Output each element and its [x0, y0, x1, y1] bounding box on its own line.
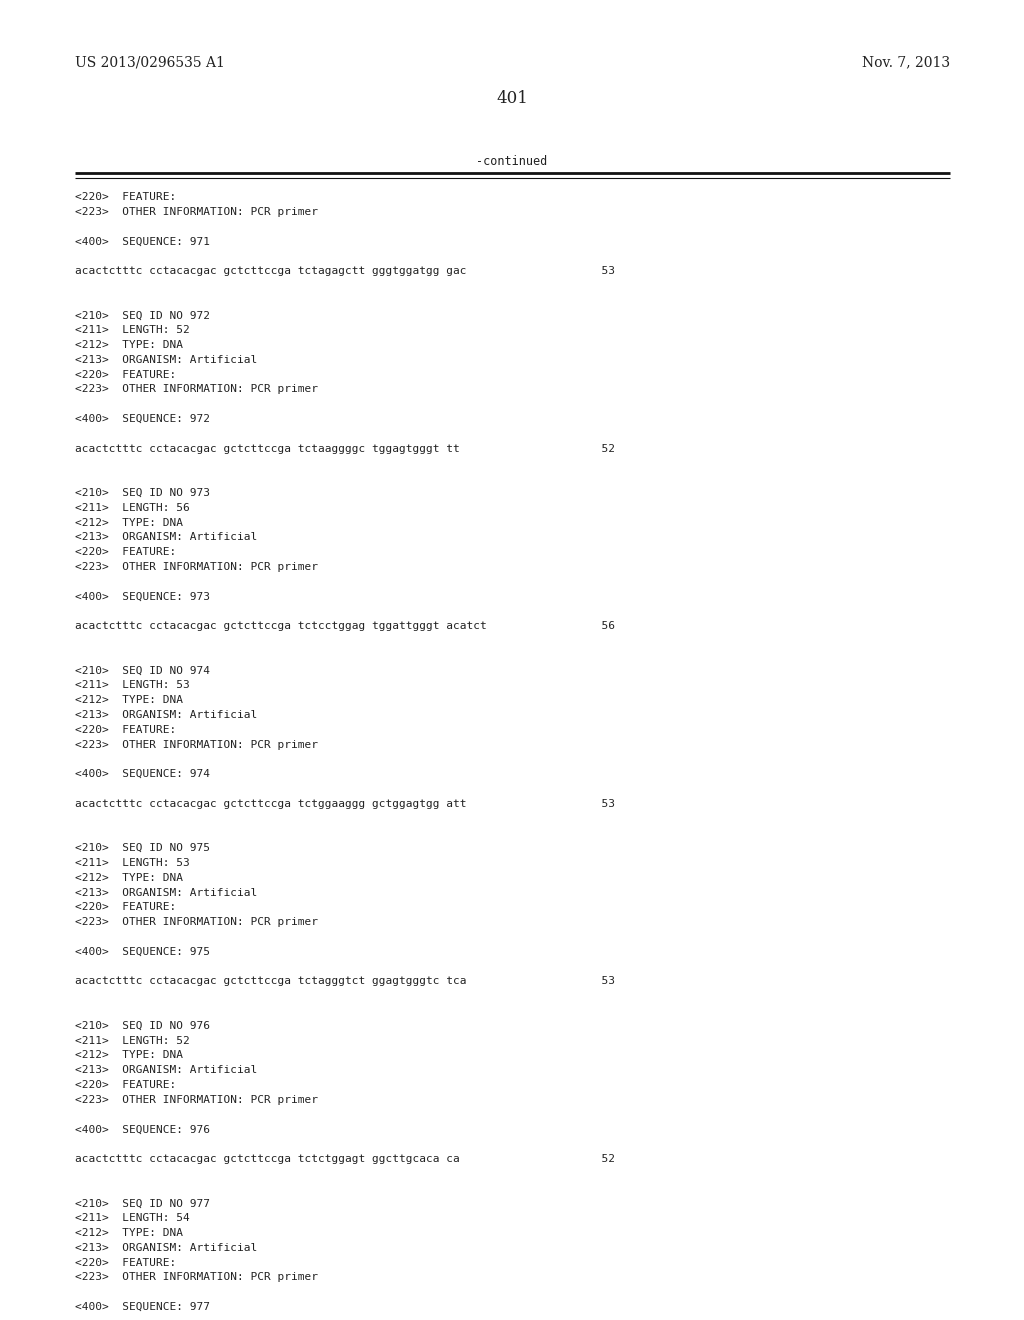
- Text: <212>  TYPE: DNA: <212> TYPE: DNA: [75, 1051, 183, 1060]
- Text: <220>  FEATURE:: <220> FEATURE:: [75, 1258, 176, 1267]
- Text: <210>  SEQ ID NO 975: <210> SEQ ID NO 975: [75, 843, 210, 853]
- Text: acactctttc cctacacgac gctcttccga tctagggtct ggagtgggtc tca                    53: acactctttc cctacacgac gctcttccga tctaggg…: [75, 977, 615, 986]
- Text: acactctttc cctacacgac gctcttccga tctggaaggg gctggagtgg att                    53: acactctttc cctacacgac gctcttccga tctggaa…: [75, 799, 615, 809]
- Text: US 2013/0296535 A1: US 2013/0296535 A1: [75, 55, 225, 69]
- Text: Nov. 7, 2013: Nov. 7, 2013: [862, 55, 950, 69]
- Text: -continued: -continued: [476, 154, 548, 168]
- Text: <210>  SEQ ID NO 976: <210> SEQ ID NO 976: [75, 1020, 210, 1031]
- Text: acactctttc cctacacgac gctcttccga tctaaggggc tggagtgggt tt                     52: acactctttc cctacacgac gctcttccga tctaagg…: [75, 444, 615, 454]
- Text: <220>  FEATURE:: <220> FEATURE:: [75, 548, 176, 557]
- Text: <213>  ORGANISM: Artificial: <213> ORGANISM: Artificial: [75, 532, 257, 543]
- Text: <400>  SEQUENCE: 976: <400> SEQUENCE: 976: [75, 1125, 210, 1134]
- Text: <212>  TYPE: DNA: <212> TYPE: DNA: [75, 1228, 183, 1238]
- Text: <223>  OTHER INFORMATION: PCR primer: <223> OTHER INFORMATION: PCR primer: [75, 917, 318, 927]
- Text: <220>  FEATURE:: <220> FEATURE:: [75, 1080, 176, 1090]
- Text: 401: 401: [496, 90, 528, 107]
- Text: <223>  OTHER INFORMATION: PCR primer: <223> OTHER INFORMATION: PCR primer: [75, 384, 318, 395]
- Text: <213>  ORGANISM: Artificial: <213> ORGANISM: Artificial: [75, 710, 257, 719]
- Text: <213>  ORGANISM: Artificial: <213> ORGANISM: Artificial: [75, 1243, 257, 1253]
- Text: <223>  OTHER INFORMATION: PCR primer: <223> OTHER INFORMATION: PCR primer: [75, 739, 318, 750]
- Text: <400>  SEQUENCE: 971: <400> SEQUENCE: 971: [75, 236, 210, 247]
- Text: <400>  SEQUENCE: 974: <400> SEQUENCE: 974: [75, 770, 210, 779]
- Text: <210>  SEQ ID NO 973: <210> SEQ ID NO 973: [75, 488, 210, 498]
- Text: <211>  LENGTH: 52: <211> LENGTH: 52: [75, 325, 189, 335]
- Text: <211>  LENGTH: 53: <211> LENGTH: 53: [75, 680, 189, 690]
- Text: <213>  ORGANISM: Artificial: <213> ORGANISM: Artificial: [75, 1065, 257, 1076]
- Text: <400>  SEQUENCE: 972: <400> SEQUENCE: 972: [75, 414, 210, 424]
- Text: <213>  ORGANISM: Artificial: <213> ORGANISM: Artificial: [75, 355, 257, 364]
- Text: <220>  FEATURE:: <220> FEATURE:: [75, 725, 176, 735]
- Text: <212>  TYPE: DNA: <212> TYPE: DNA: [75, 696, 183, 705]
- Text: <210>  SEQ ID NO 972: <210> SEQ ID NO 972: [75, 310, 210, 321]
- Text: <212>  TYPE: DNA: <212> TYPE: DNA: [75, 341, 183, 350]
- Text: <223>  OTHER INFORMATION: PCR primer: <223> OTHER INFORMATION: PCR primer: [75, 1094, 318, 1105]
- Text: <211>  LENGTH: 56: <211> LENGTH: 56: [75, 503, 189, 512]
- Text: <213>  ORGANISM: Artificial: <213> ORGANISM: Artificial: [75, 887, 257, 898]
- Text: <220>  FEATURE:: <220> FEATURE:: [75, 370, 176, 380]
- Text: acactctttc cctacacgac gctcttccga tctcctggag tggattgggt acatct                 56: acactctttc cctacacgac gctcttccga tctcctg…: [75, 622, 615, 631]
- Text: <223>  OTHER INFORMATION: PCR primer: <223> OTHER INFORMATION: PCR primer: [75, 562, 318, 572]
- Text: <400>  SEQUENCE: 973: <400> SEQUENCE: 973: [75, 591, 210, 602]
- Text: <210>  SEQ ID NO 977: <210> SEQ ID NO 977: [75, 1199, 210, 1208]
- Text: <210>  SEQ ID NO 974: <210> SEQ ID NO 974: [75, 665, 210, 676]
- Text: <211>  LENGTH: 53: <211> LENGTH: 53: [75, 858, 189, 869]
- Text: <212>  TYPE: DNA: <212> TYPE: DNA: [75, 517, 183, 528]
- Text: <212>  TYPE: DNA: <212> TYPE: DNA: [75, 873, 183, 883]
- Text: <211>  LENGTH: 52: <211> LENGTH: 52: [75, 1036, 189, 1045]
- Text: <223>  OTHER INFORMATION: PCR primer: <223> OTHER INFORMATION: PCR primer: [75, 1272, 318, 1283]
- Text: acactctttc cctacacgac gctcttccga tctagagctt gggtggatgg gac                    53: acactctttc cctacacgac gctcttccga tctagag…: [75, 267, 615, 276]
- Text: <220>  FEATURE:: <220> FEATURE:: [75, 191, 176, 202]
- Text: acactctttc cctacacgac gctcttccga tctctggagt ggcttgcaca ca                     52: acactctttc cctacacgac gctcttccga tctctgg…: [75, 1154, 615, 1164]
- Text: <400>  SEQUENCE: 977: <400> SEQUENCE: 977: [75, 1302, 210, 1312]
- Text: <211>  LENGTH: 54: <211> LENGTH: 54: [75, 1213, 189, 1224]
- Text: <400>  SEQUENCE: 975: <400> SEQUENCE: 975: [75, 946, 210, 957]
- Text: <223>  OTHER INFORMATION: PCR primer: <223> OTHER INFORMATION: PCR primer: [75, 207, 318, 216]
- Text: <220>  FEATURE:: <220> FEATURE:: [75, 903, 176, 912]
